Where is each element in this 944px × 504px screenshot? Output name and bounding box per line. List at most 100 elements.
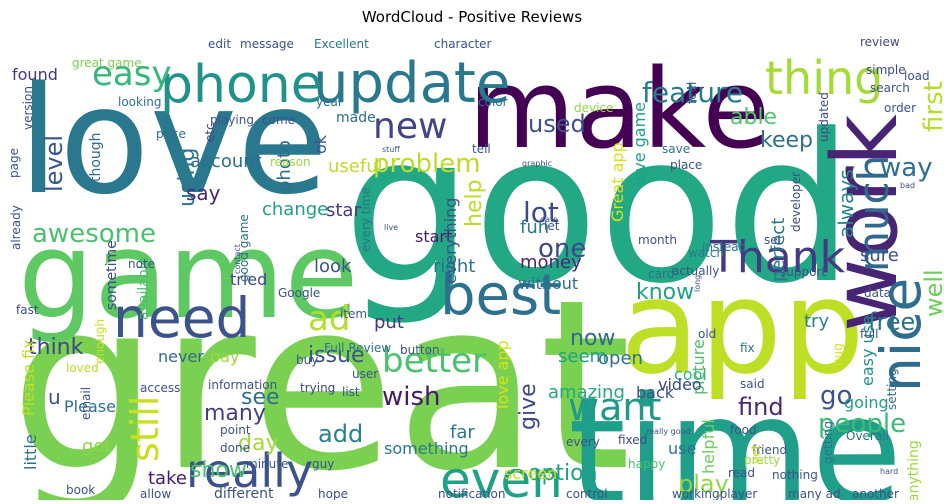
cloud-word-update: update [313,51,510,116]
cloud-word-stuff: stuff [382,145,400,154]
cloud-word-photo: photo [274,140,295,192]
cloud-word-good-game: good game [237,214,251,282]
cloud-word-friend: friend [752,443,787,457]
cloud-word-order: order [884,101,916,115]
cloud-word-nothing: nothing [772,468,818,482]
cloud-word-star: star [326,200,361,221]
cloud-word-one: one [538,234,586,264]
cloud-word-full-review: Full Review [324,341,391,355]
cloud-word-notification: notification [438,487,505,500]
cloud-word-device: device [574,101,613,115]
cloud-word-time: time [568,365,902,500]
cloud-word-using: using [175,148,200,207]
cloud-word-getting: getting [821,421,835,464]
cloud-word-though: though [88,132,104,182]
cloud-word-save: save [662,142,690,156]
cloud-word-tell: tell [472,142,491,156]
cloud-word-help: help [462,179,487,227]
cloud-word-way: way [880,153,933,183]
cloud-word-phone: phone [160,55,323,115]
cloud-word-day: day [238,431,278,456]
cloud-word-found: found [12,65,58,84]
cloud-word-find: find [738,393,784,421]
cloud-word-used: used [528,110,586,138]
cloud-word-always: always [834,169,858,238]
cloud-word-instead: instead [702,240,746,254]
cloud-word-put: put [374,312,404,333]
cloud-word-user: user [352,367,378,381]
cloud-word-ok: ok [311,134,330,154]
cloud-word-available: available [136,257,152,320]
cloud-word-account: account [190,151,262,172]
cloud-word-nice: nice [869,278,933,392]
cloud-word-new: new [373,106,447,147]
cloud-word-feel: feel [685,82,699,104]
cloud-word-far: far [450,422,475,443]
cloud-word-information: information [208,378,277,392]
cloud-word-back: back [636,383,675,402]
cloud-word-set: set [764,233,783,247]
cloud-word-never: never [158,347,204,366]
cloud-word-even: even [440,451,563,500]
cloud-word-helpful: helpful [699,419,718,474]
cloud-word-every: every [566,435,600,449]
cloud-word-give: give [516,383,541,430]
cloud-word-trying: trying [300,381,335,395]
cloud-word-point: point [220,423,251,437]
cloud-word-people: people [818,409,906,439]
cloud-word-want: want [568,385,661,429]
cloud-word-see: see [241,385,280,410]
cloud-word-load: load [904,69,930,83]
cloud-word-go: go [820,381,852,411]
cloud-word-wish: wish [382,382,441,412]
cloud-word-come: come [262,113,295,127]
cloud-word-made: made [336,110,376,126]
cloud-word-looking: looking [118,95,162,109]
cloud-word-now: now [570,326,615,351]
cloud-word-sure: sure [860,245,899,266]
cloud-word-use: use [668,439,696,458]
cloud-word-love-game: love game [630,102,649,186]
cloud-word-without: without [518,274,578,293]
cloud-word-different: different [214,486,274,500]
cloud-word-fun: fun [520,217,549,238]
cloud-word-character: character [434,37,492,51]
cloud-word-loved: loved [66,361,99,375]
cloud-word-perfect: perfect [768,218,789,282]
cloud-word-many: many [204,401,266,426]
cloud-word-easy-use: easy use [858,315,877,386]
cloud-word-know: know [636,280,694,305]
cloud-word-simple: simple [866,63,906,77]
cloud-word-work: work [813,114,918,332]
cloud-word-think: think [28,335,84,360]
cloud-word-thank: Thank [709,232,846,283]
cloud-word-better: better [382,341,486,381]
cloud-word-card: card [648,267,674,281]
cloud-word-well: well [920,269,944,317]
cloud-word-button: button [400,343,440,357]
cloud-word-data: data [864,286,891,300]
cloud-word-seem: seem [558,346,607,367]
cloud-word-great: great [10,250,631,500]
cloud-word-need: need [113,286,250,350]
cloud-word-every-time: every time [359,187,373,252]
cloud-word-another: another [852,487,899,500]
cloud-word-great-game: great game [72,56,142,70]
cloud-word-overall: Overall [846,429,889,443]
cloud-word-thing: thing [765,51,883,105]
cloud-word-control: control [566,487,608,500]
cloud-word-change: change [262,199,328,220]
cloud-word-useful: useful [328,156,383,177]
cloud-word-play: play [678,470,729,498]
cloud-word-feature: feature [642,76,743,109]
cloud-word-screen: screen [504,464,557,483]
figure-title: WordCloud - Positive Reviews [361,8,583,26]
cloud-word-version: version [21,86,35,130]
cloud-word-love-app: love app [493,340,512,409]
cloud-word-watch: watch [688,246,724,260]
cloud-word-list: list [342,385,360,399]
cloud-word-message: message [240,37,294,51]
cloud-word-much: much [849,155,898,272]
cloud-word-said: said [740,377,765,391]
cloud-word-anything: anything [906,440,922,500]
